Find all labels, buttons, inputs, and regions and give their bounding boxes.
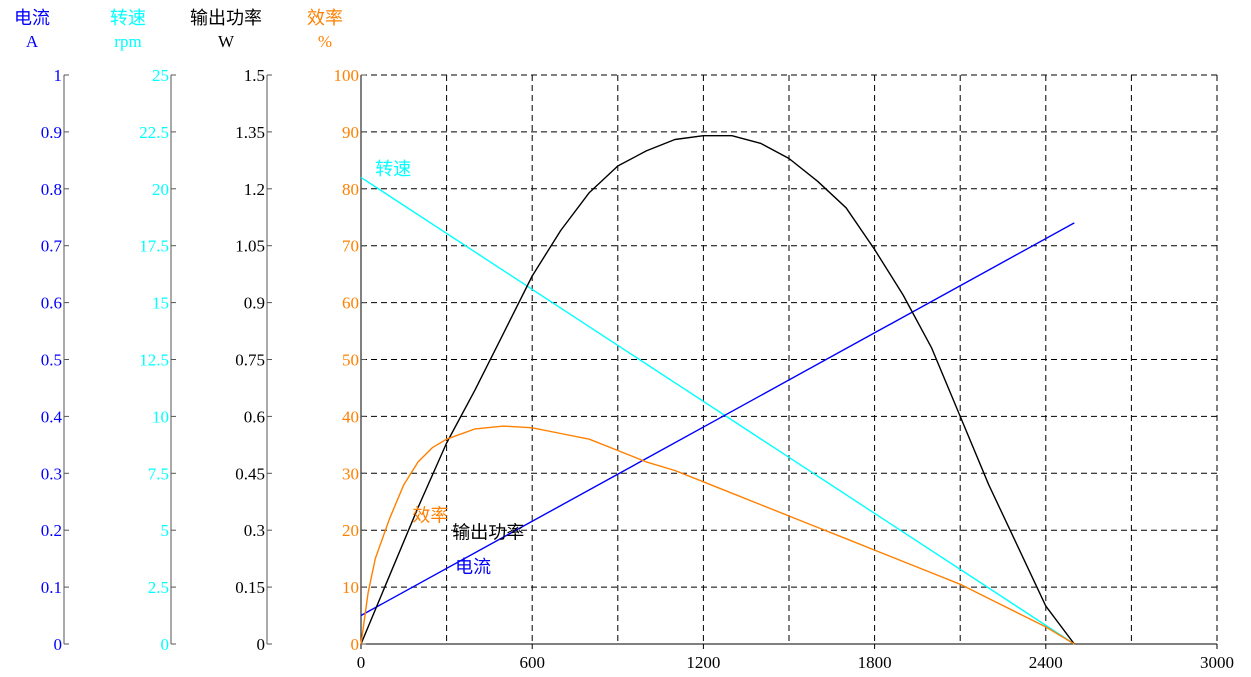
y-axis-title: 转速: [110, 8, 146, 28]
y-tick-label: 1.2: [244, 180, 265, 199]
y-axis-efficiency: 0 10 20 30 40 50 60 70 80 90 100 效率%: [307, 8, 366, 654]
y-tick-label: 0.6: [244, 407, 265, 426]
grid: [361, 74, 1218, 644]
y-tick-label: 0.2: [41, 521, 62, 540]
y-tick-label: 0.9: [244, 294, 265, 313]
y-tick-label: 0.3: [244, 521, 265, 540]
series-label: 效率: [412, 506, 448, 526]
series-line-current: [360, 222, 1075, 617]
x-tick-label: 600: [519, 653, 545, 672]
y-tick-label: 1.35: [235, 123, 265, 142]
series-label: 电流: [455, 557, 491, 577]
y-tick-label: 40: [342, 407, 359, 426]
y-tick-label: 100: [334, 66, 360, 85]
y-tick-label: 0: [257, 635, 266, 654]
series-label: 转速: [375, 159, 411, 179]
y-tick-label: 2.5: [148, 578, 169, 597]
y-tick-label: 0.6: [41, 294, 62, 313]
x-tick-label: 0: [357, 653, 366, 672]
y-tick-label: 0.4: [41, 407, 63, 426]
y-axis-title: 效率: [307, 8, 343, 28]
y-tick-label: 50: [342, 351, 359, 370]
y-axis-unit: rpm: [114, 32, 141, 51]
y-axis-title: 电流: [14, 8, 50, 28]
y-tick-label: 20: [342, 521, 359, 540]
y-tick-label: 20: [152, 180, 169, 199]
y-tick-label: 7.5: [148, 464, 169, 483]
y-axis-current: 0 0.1 0.2 0.3 0.4 0.5 0.6 0.7 0.8 0.9 1 电流 A: [14, 8, 69, 654]
y-axis-title: 输出功率: [190, 8, 262, 28]
series-label: 输出功率: [452, 523, 524, 543]
y-tick-label: 30: [342, 464, 359, 483]
y-tick-label: 0: [351, 635, 360, 654]
x-axis: 0 600 1200 1800 2400 3000: [357, 643, 1234, 672]
y-axis-speed: 0 2.5 5 7.5 10 12.5 15 17.5 20 22.5 25 转速 rpm: [110, 8, 176, 654]
x-tick-label: 2400: [1029, 653, 1063, 672]
y-axis-unit: A: [26, 32, 39, 51]
series-line-speed: [360, 176, 1075, 645]
y-tick-label: 0.1: [41, 578, 62, 597]
y-tick-label: 0: [161, 635, 170, 654]
y-tick-label: 15: [152, 294, 169, 313]
y-tick-label: 0.75: [235, 351, 265, 370]
x-tick-label: 3000: [1200, 653, 1234, 672]
y-tick-label: 17.5: [139, 237, 169, 256]
y-tick-label: 60: [342, 294, 359, 313]
y-tick-label: 0.8: [41, 180, 62, 199]
y-tick-label: 25: [152, 66, 169, 85]
y-tick-label: 10: [342, 578, 359, 597]
y-tick-label: 5: [161, 521, 170, 540]
y-tick-label: 0.3: [41, 464, 62, 483]
y-tick-label: 80: [342, 180, 359, 199]
series-line-efficiency: [360, 425, 1075, 645]
x-tick-label: 1800: [858, 653, 892, 672]
series-line-power: [360, 134, 1075, 645]
y-tick-label: 70: [342, 237, 359, 256]
y-tick-label: 0.5: [41, 351, 62, 370]
y-axis-unit: W: [218, 32, 235, 51]
y-tick-label: 12.5: [139, 351, 169, 370]
y-tick-label: 0.9: [41, 123, 62, 142]
y-tick-label: 0.15: [235, 578, 265, 597]
y-tick-label: 0.45: [235, 464, 265, 483]
y-tick-label: 1.05: [235, 237, 265, 256]
y-tick-label: 1: [54, 66, 63, 85]
y-axis-unit: %: [318, 32, 332, 51]
y-tick-label: 0.7: [41, 237, 63, 256]
y-axis-power: 0 0.15 0.3 0.45 0.6 0.75 0.9 1.05 1.2 1.35 1.5 输出功率…: [190, 8, 272, 654]
y-tick-label: 0: [54, 635, 63, 654]
y-tick-label: 10: [152, 407, 169, 426]
y-tick-label: 90: [342, 123, 359, 142]
y-tick-label: 22.5: [139, 123, 169, 142]
y-tick-label: 1.5: [244, 66, 265, 85]
x-tick-label: 1200: [686, 653, 720, 672]
